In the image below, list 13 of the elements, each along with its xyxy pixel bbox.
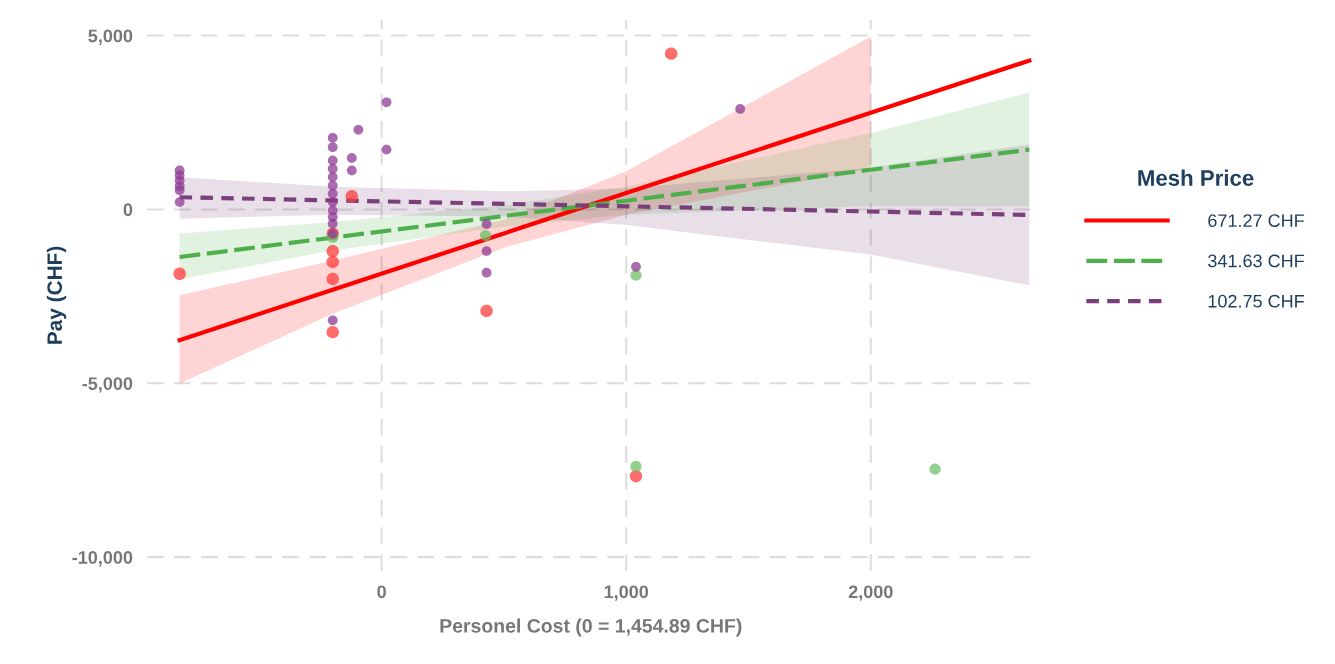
- x-axis-title: Personel Cost (0 = 1,454.89 CHF): [440, 618, 742, 637]
- y-tick-label: 0: [123, 203, 133, 217]
- x-tick-label: 2,000: [848, 585, 893, 601]
- legend-label: 671.27 CHF: [1208, 214, 1304, 228]
- x-tick-label: 0: [377, 585, 386, 599]
- legend-label: 102.75 CHF: [1208, 294, 1304, 308]
- legend-title: Mesh Price: [1138, 169, 1254, 186]
- y-axis-title: Pay (CHF): [46, 246, 67, 344]
- x-tick-label: 1,000: [604, 585, 649, 601]
- y-tick-label: -10,000: [72, 551, 133, 567]
- y-tick-label: -5,000: [82, 377, 133, 393]
- y-tick-label: 5,000: [88, 29, 133, 45]
- legend-label: 341.63 CHF: [1208, 254, 1304, 268]
